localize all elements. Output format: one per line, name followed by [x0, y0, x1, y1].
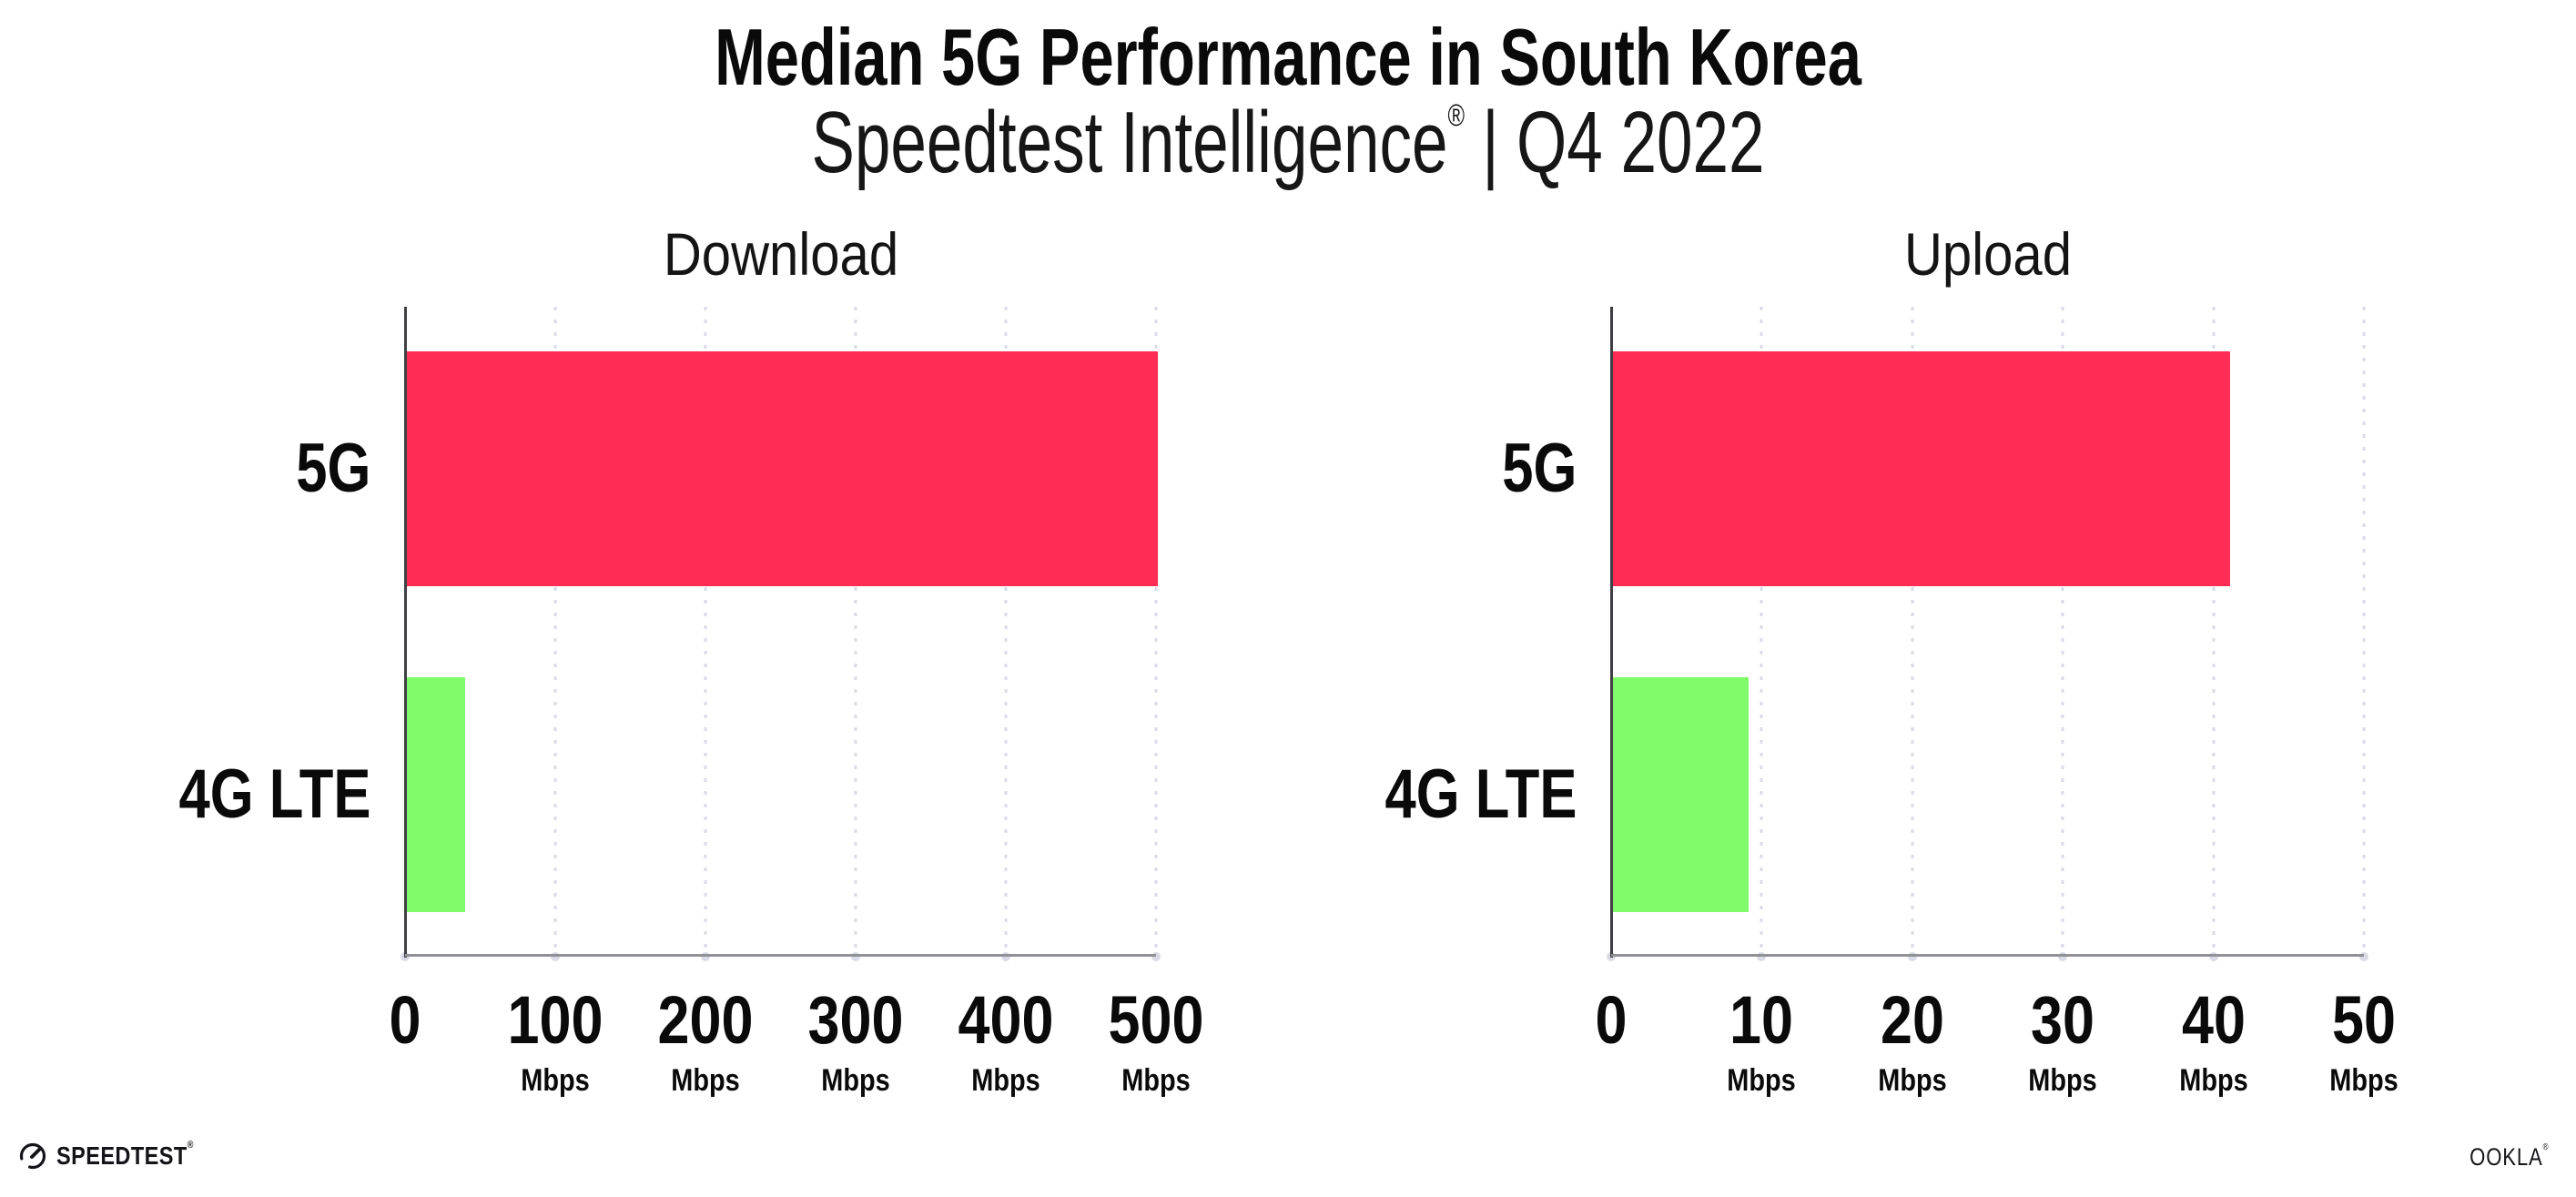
- speedtest-registered-mark: ®: [187, 1140, 194, 1151]
- axis-tick-dot-download-500: [1151, 952, 1161, 961]
- gridline-upload-40: [2212, 307, 2216, 956]
- category-label-5g-upload: 5G: [1501, 430, 1577, 507]
- axis-tick-dot-download-100: [551, 952, 560, 961]
- gridline-download-500: [1154, 307, 1158, 956]
- speedtest-logo: SPEEDTEST®: [18, 1140, 220, 1171]
- x-tick-unit: Mbps: [521, 1063, 590, 1098]
- axis-tick-dot-upload-20: [1907, 952, 1917, 961]
- subtitle-brand: Speedtest Intelligence: [811, 94, 1448, 191]
- x-tick-download-100: 100 Mbps: [499, 982, 611, 1098]
- x-tick-unit: Mbps: [1878, 1063, 1947, 1098]
- x-tick-value: 0: [389, 982, 421, 1058]
- x-tick-value: 20: [1880, 982, 1944, 1058]
- axis-tick-dot-upload-10: [1757, 952, 1767, 961]
- download-x-axis: [405, 954, 1156, 957]
- x-tick-download-0: 0: [386, 987, 423, 1054]
- category-label-4g-lte-download: 4G LTE: [178, 756, 370, 833]
- axis-tick-dot-download-200: [701, 952, 710, 961]
- subtitle-period: Q4 2022: [1516, 94, 1765, 191]
- axis-tick-dot-download-400: [1001, 952, 1010, 961]
- x-tick-value: 300: [807, 982, 904, 1058]
- bar-4g-lte-upload: [1613, 677, 1749, 912]
- gridline-download-400: [1004, 307, 1008, 956]
- bar-5g-upload: [1613, 351, 2231, 586]
- bar-4g-lte-download: [407, 677, 466, 912]
- x-tick-upload-30: 30 Mbps: [2023, 982, 2104, 1098]
- gridline-upload-50: [2362, 307, 2366, 956]
- bar-5g-download: [407, 351, 1158, 586]
- x-tick-value: 30: [2031, 982, 2095, 1058]
- speedtest-gauge-icon: [19, 1142, 46, 1170]
- ookla-logo-text: OOKLA®: [2469, 1142, 2549, 1171]
- x-tick-unit: Mbps: [1121, 1063, 1191, 1098]
- x-tick-unit: Mbps: [2028, 1063, 2097, 1098]
- x-tick-value: 200: [657, 982, 754, 1058]
- ookla-registered-mark: ®: [2542, 1142, 2549, 1152]
- x-tick-upload-10: 10 Mbps: [1721, 982, 1802, 1098]
- x-tick-value: 100: [507, 982, 603, 1058]
- ookla-logo: OOKLA®: [2452, 1142, 2549, 1172]
- download-plot-area: 5G 4G LTE: [178, 307, 1161, 961]
- x-tick-download-200: 200 Mbps: [649, 982, 761, 1098]
- x-tick-value: 400: [958, 982, 1054, 1058]
- axis-tick-dot-upload-30: [2058, 952, 2068, 961]
- category-label-4g-lte-upload: 4G LTE: [1384, 756, 1577, 833]
- page-title: Median 5G Performance in South Korea: [715, 11, 1861, 104]
- x-tick-unit: Mbps: [821, 1063, 890, 1098]
- x-tick-unit: Mbps: [2329, 1063, 2399, 1098]
- axis-tick-dot-download-300: [851, 952, 860, 961]
- x-tick-upload-40: 40 Mbps: [2173, 982, 2254, 1098]
- x-tick-download-400: 400 Mbps: [949, 982, 1061, 1098]
- x-tick-upload-50: 50 Mbps: [2324, 982, 2405, 1098]
- upload-y-axis: [1610, 307, 1613, 958]
- x-tick-unit: Mbps: [1727, 1063, 1797, 1098]
- category-label-5g-download: 5G: [295, 430, 370, 507]
- axis-tick-dot-upload-40: [2208, 952, 2218, 961]
- gridline-download-300: [854, 307, 857, 956]
- x-tick-download-500: 500 Mbps: [1100, 982, 1212, 1098]
- gridline-download-200: [704, 307, 707, 956]
- axis-tick-dot-upload-50: [2359, 952, 2368, 961]
- upload-chart-title: Upload: [1903, 220, 2072, 288]
- upload-x-axis: [1611, 954, 2364, 957]
- x-tick-unit: Mbps: [2178, 1063, 2248, 1098]
- upload-chart: Upload 5G 4G LTE 0 10 Mbps 20 Mbps 30 Mbps 40 Mbp…: [1384, 220, 2399, 1096]
- gridline-upload-20: [1911, 307, 1914, 956]
- gridline-upload-30: [2061, 307, 2064, 956]
- x-tick-value: 10: [1729, 982, 1794, 1058]
- upload-x-tick-labels: 0 10 Mbps 20 Mbps 30 Mbps 40 Mbps 50 Mbps: [1596, 982, 2399, 1141]
- gridline-download-100: [553, 307, 557, 956]
- download-chart: Download 5G 4G LTE 0 100 Mbps 200 Mbps 300 Mbps…: [178, 220, 1203, 1096]
- page-subtitle: Speedtest Intelligence® | Q4 2022: [811, 93, 1764, 193]
- x-tick-upload-0: 0: [1592, 987, 1629, 1054]
- gridline-upload-10: [1760, 307, 1763, 956]
- x-tick-unit: Mbps: [671, 1063, 740, 1098]
- page-title-text: Median 5G Performance in South Korea: [715, 12, 1861, 102]
- x-tick-value: 40: [2181, 982, 2246, 1058]
- x-tick-value: 500: [1108, 982, 1204, 1058]
- x-tick-download-300: 300 Mbps: [799, 982, 911, 1098]
- download-chart-title: Download: [663, 220, 898, 288]
- upload-plot-area: 5G 4G LTE: [1384, 307, 2368, 961]
- x-tick-value: 50: [2332, 982, 2396, 1058]
- download-x-tick-labels: 0 100 Mbps 200 Mbps 300 Mbps 400 Mbps 500 Mbps: [390, 982, 1204, 1141]
- download-y-axis: [404, 307, 407, 958]
- x-tick-upload-20: 20 Mbps: [1871, 982, 1952, 1098]
- speedtest-logo-text: SPEEDTEST®: [56, 1140, 194, 1170]
- subtitle-separator: |: [1482, 94, 1499, 191]
- registered-mark: ®: [1447, 98, 1465, 133]
- x-tick-value: 0: [1595, 982, 1628, 1058]
- x-tick-unit: Mbps: [971, 1063, 1040, 1098]
